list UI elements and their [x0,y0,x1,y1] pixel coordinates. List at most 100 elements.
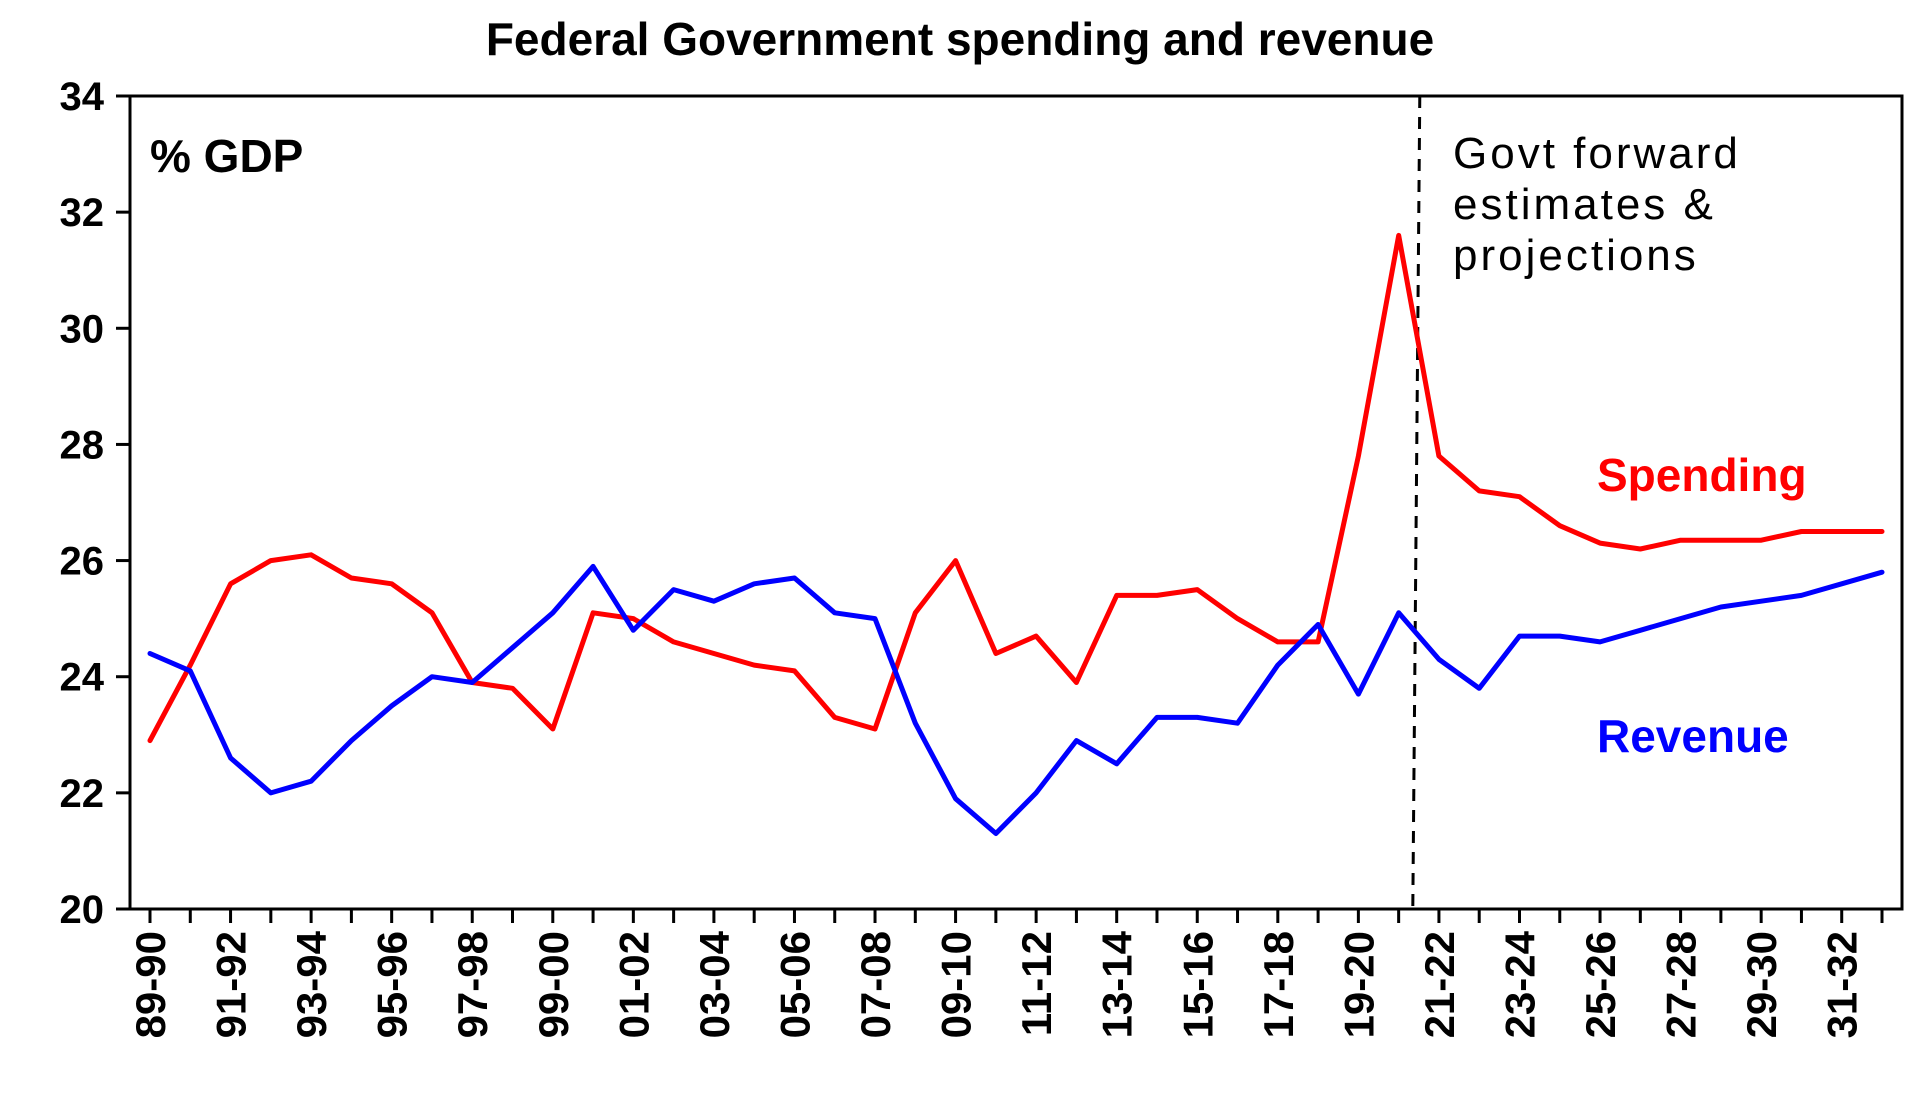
data-point-spending [1316,639,1321,644]
data-point-revenue [1880,570,1885,575]
data-point-spending [389,581,394,586]
data-point-revenue [309,779,314,784]
y-tick-label: 26 [60,540,105,584]
x-tick-label: 15-16 [1174,931,1221,1038]
data-point-spending [1517,494,1522,499]
data-point-spending [1034,634,1039,639]
data-point-revenue [1517,634,1522,639]
annotation-line-1: Govt forward [1453,129,1741,178]
data-point-spending [1114,593,1119,598]
data-point-revenue [1477,686,1482,691]
x-tick-label: 13-14 [1094,930,1141,1038]
x-tick-label: 01-02 [610,931,657,1038]
data-point-revenue [1034,790,1039,795]
data-point-spending [671,639,676,644]
x-tick-label: 93-94 [288,930,335,1038]
y-tick-label: 20 [60,888,105,932]
data-point-revenue [1598,639,1603,644]
x-tick-label: 05-06 [771,931,818,1038]
x-tick-label: 97-98 [449,931,496,1038]
x-tick-label: 29-30 [1738,931,1785,1038]
x-tick-label: 23-24 [1496,930,1543,1038]
data-point-revenue [1557,634,1562,639]
x-tick-label: 03-04 [691,930,738,1038]
x-tick-label: 17-18 [1255,931,1302,1038]
data-point-revenue [993,831,998,836]
data-point-revenue [389,703,394,708]
data-point-revenue [1678,616,1683,621]
data-point-revenue [671,587,676,592]
data-point-revenue [1114,761,1119,766]
data-point-spending [1638,547,1643,552]
data-point-spending [1598,541,1603,546]
data-point-spending [832,715,837,720]
series-lines [147,232,1885,836]
data-point-revenue [349,738,354,743]
data-point-revenue [1275,663,1280,668]
forecast-divider [1411,95,1422,910]
data-point-spending [1880,529,1885,534]
data-point-spending [913,610,918,615]
x-tick-label: 91-92 [208,931,255,1038]
data-point-revenue [1195,715,1200,720]
data-point-spending [1436,454,1441,459]
annotation-line-3: projections [1453,231,1699,280]
data-point-spending [993,651,998,656]
data-point-revenue [148,651,153,656]
data-point-spending [591,610,596,615]
data-point-revenue [1316,622,1321,627]
data-point-spending [1839,529,1844,534]
x-tick-label: 19-20 [1335,931,1382,1038]
data-point-spending [1195,587,1200,592]
data-point-spending [550,727,555,732]
data-point-spending [349,576,354,581]
y-tick-label: 30 [60,307,105,351]
data-point-revenue [550,610,555,615]
series-line-spending [147,232,1885,744]
data-point-spending [1799,529,1804,534]
x-tick-label: 27-28 [1658,931,1705,1038]
data-point-revenue [832,610,837,615]
y-unit-label: % GDP [150,130,303,182]
data-point-revenue [1074,738,1079,743]
data-point-revenue [873,616,878,621]
data-point-revenue [470,680,475,685]
data-point-spending [873,727,878,732]
x-tick-label: 07-08 [852,931,899,1038]
data-point-spending [752,663,757,668]
y-tick-label: 28 [60,423,105,467]
x-tick-label: 99-00 [530,931,577,1038]
data-point-spending [430,610,435,615]
data-point-revenue [510,645,515,650]
x-tick-label: 21-22 [1416,931,1463,1038]
data-point-revenue [228,756,233,761]
data-point-revenue [752,581,757,586]
data-point-revenue [1396,610,1401,615]
forecast-annotation: Govt forward estimates & projections [1453,129,1741,280]
data-point-revenue [792,576,797,581]
y-axis: 20 22 24 26 28 30 32 34 [60,75,130,932]
x-tick-label: 89-90 [127,931,174,1038]
data-point-revenue [591,564,596,569]
data-point-revenue [1839,581,1844,586]
plot-area-frame [128,94,1904,911]
data-point-revenue [953,796,958,801]
data-point-revenue [1759,599,1764,604]
data-point-revenue [913,721,918,726]
data-point-spending [228,581,233,586]
data-point-spending [1477,488,1482,493]
x-tick-label: 95-96 [369,931,416,1038]
y-tick-label: 34 [60,75,105,119]
data-point-spending [1235,616,1240,621]
data-point-spending [1718,538,1723,543]
data-point-spending [953,558,958,563]
y-tick-label: 24 [60,656,105,700]
data-point-spending [1074,680,1079,685]
data-point-spending [1396,233,1401,238]
data-point-revenue [1235,721,1240,726]
x-axis: 89-90 91-92 93-94 95-96 97-98 99-00 01-02 03-04… [127,909,1884,1038]
data-point-spending [1155,593,1160,598]
x-tick-label: 31-32 [1819,931,1866,1038]
data-point-revenue [1356,692,1361,697]
data-point-revenue [268,790,273,795]
